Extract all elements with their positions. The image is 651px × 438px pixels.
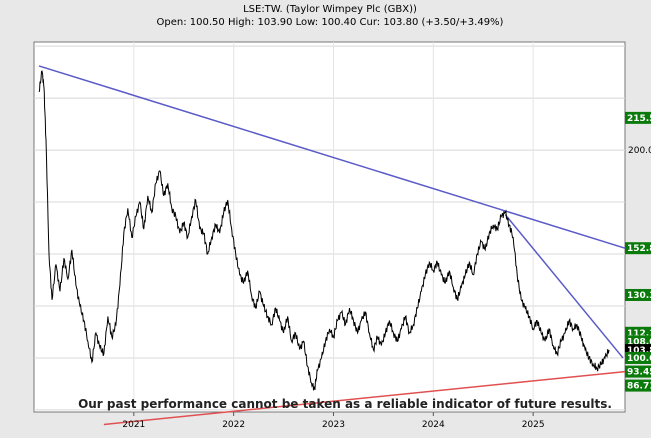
x-tick-label: 2025 — [522, 420, 545, 430]
trend-line — [103, 370, 626, 426]
price-tag-label: 86.71 — [627, 382, 651, 392]
price-tag-box — [625, 288, 651, 301]
price-tag-box — [625, 365, 651, 378]
price-tag: 100.0 — [625, 351, 651, 364]
price-series-line — [38, 70, 610, 391]
price-tag-label: 112.1 — [627, 329, 651, 339]
chart-title: LSE:TW. (Taylor Wimpey Plc (GBX)) — [243, 4, 417, 15]
price-tag-box — [625, 351, 651, 364]
price-tag-box — [625, 379, 651, 392]
price-tag-box — [625, 111, 651, 124]
price-tag-label: 100.0 — [627, 354, 651, 364]
price-tag-label: 130.3 — [627, 291, 651, 301]
x-axis-ticks: 2021 2022 2023 2024 2025 — [122, 412, 545, 430]
x-tick-label: 2022 — [222, 420, 245, 430]
x-tick-label: 2021 — [122, 420, 145, 430]
price-tag-label: 152.8 — [627, 244, 651, 254]
trend-line — [38, 65, 626, 249]
price-tag-label: 108.0 — [627, 337, 651, 347]
price-tag-label: 215.5 — [627, 114, 651, 124]
price-tag: 130.3 — [625, 288, 651, 301]
trend-lines — [38, 65, 626, 426]
x-tick-label: 2024 — [422, 420, 445, 430]
y-tick-label: 200.0 — [628, 146, 651, 156]
disclaimer-text: Our past performance cannot be taken as … — [78, 397, 612, 411]
price-tag: 215.5 — [625, 111, 651, 124]
grid — [34, 42, 625, 412]
trend-line — [504, 214, 624, 359]
price-tag: 93.45 — [625, 365, 651, 378]
price-tag-label: 103.8 — [627, 346, 651, 356]
x-tick-label: 2023 — [322, 420, 345, 430]
plot-area — [33, 41, 626, 413]
price-tag-label: 93.45 — [627, 368, 651, 378]
price-tag-box — [625, 242, 651, 255]
price-tag: 152.8 — [625, 242, 651, 255]
chart-subtitle: Open: 100.50 High: 103.90 Low: 100.40 Cu… — [157, 17, 504, 28]
price-tag: 86.71 — [625, 379, 651, 392]
price-tags: 215.5 152.8 130.3 112.1108.0103.8100.0 93.45… — [625, 111, 651, 392]
